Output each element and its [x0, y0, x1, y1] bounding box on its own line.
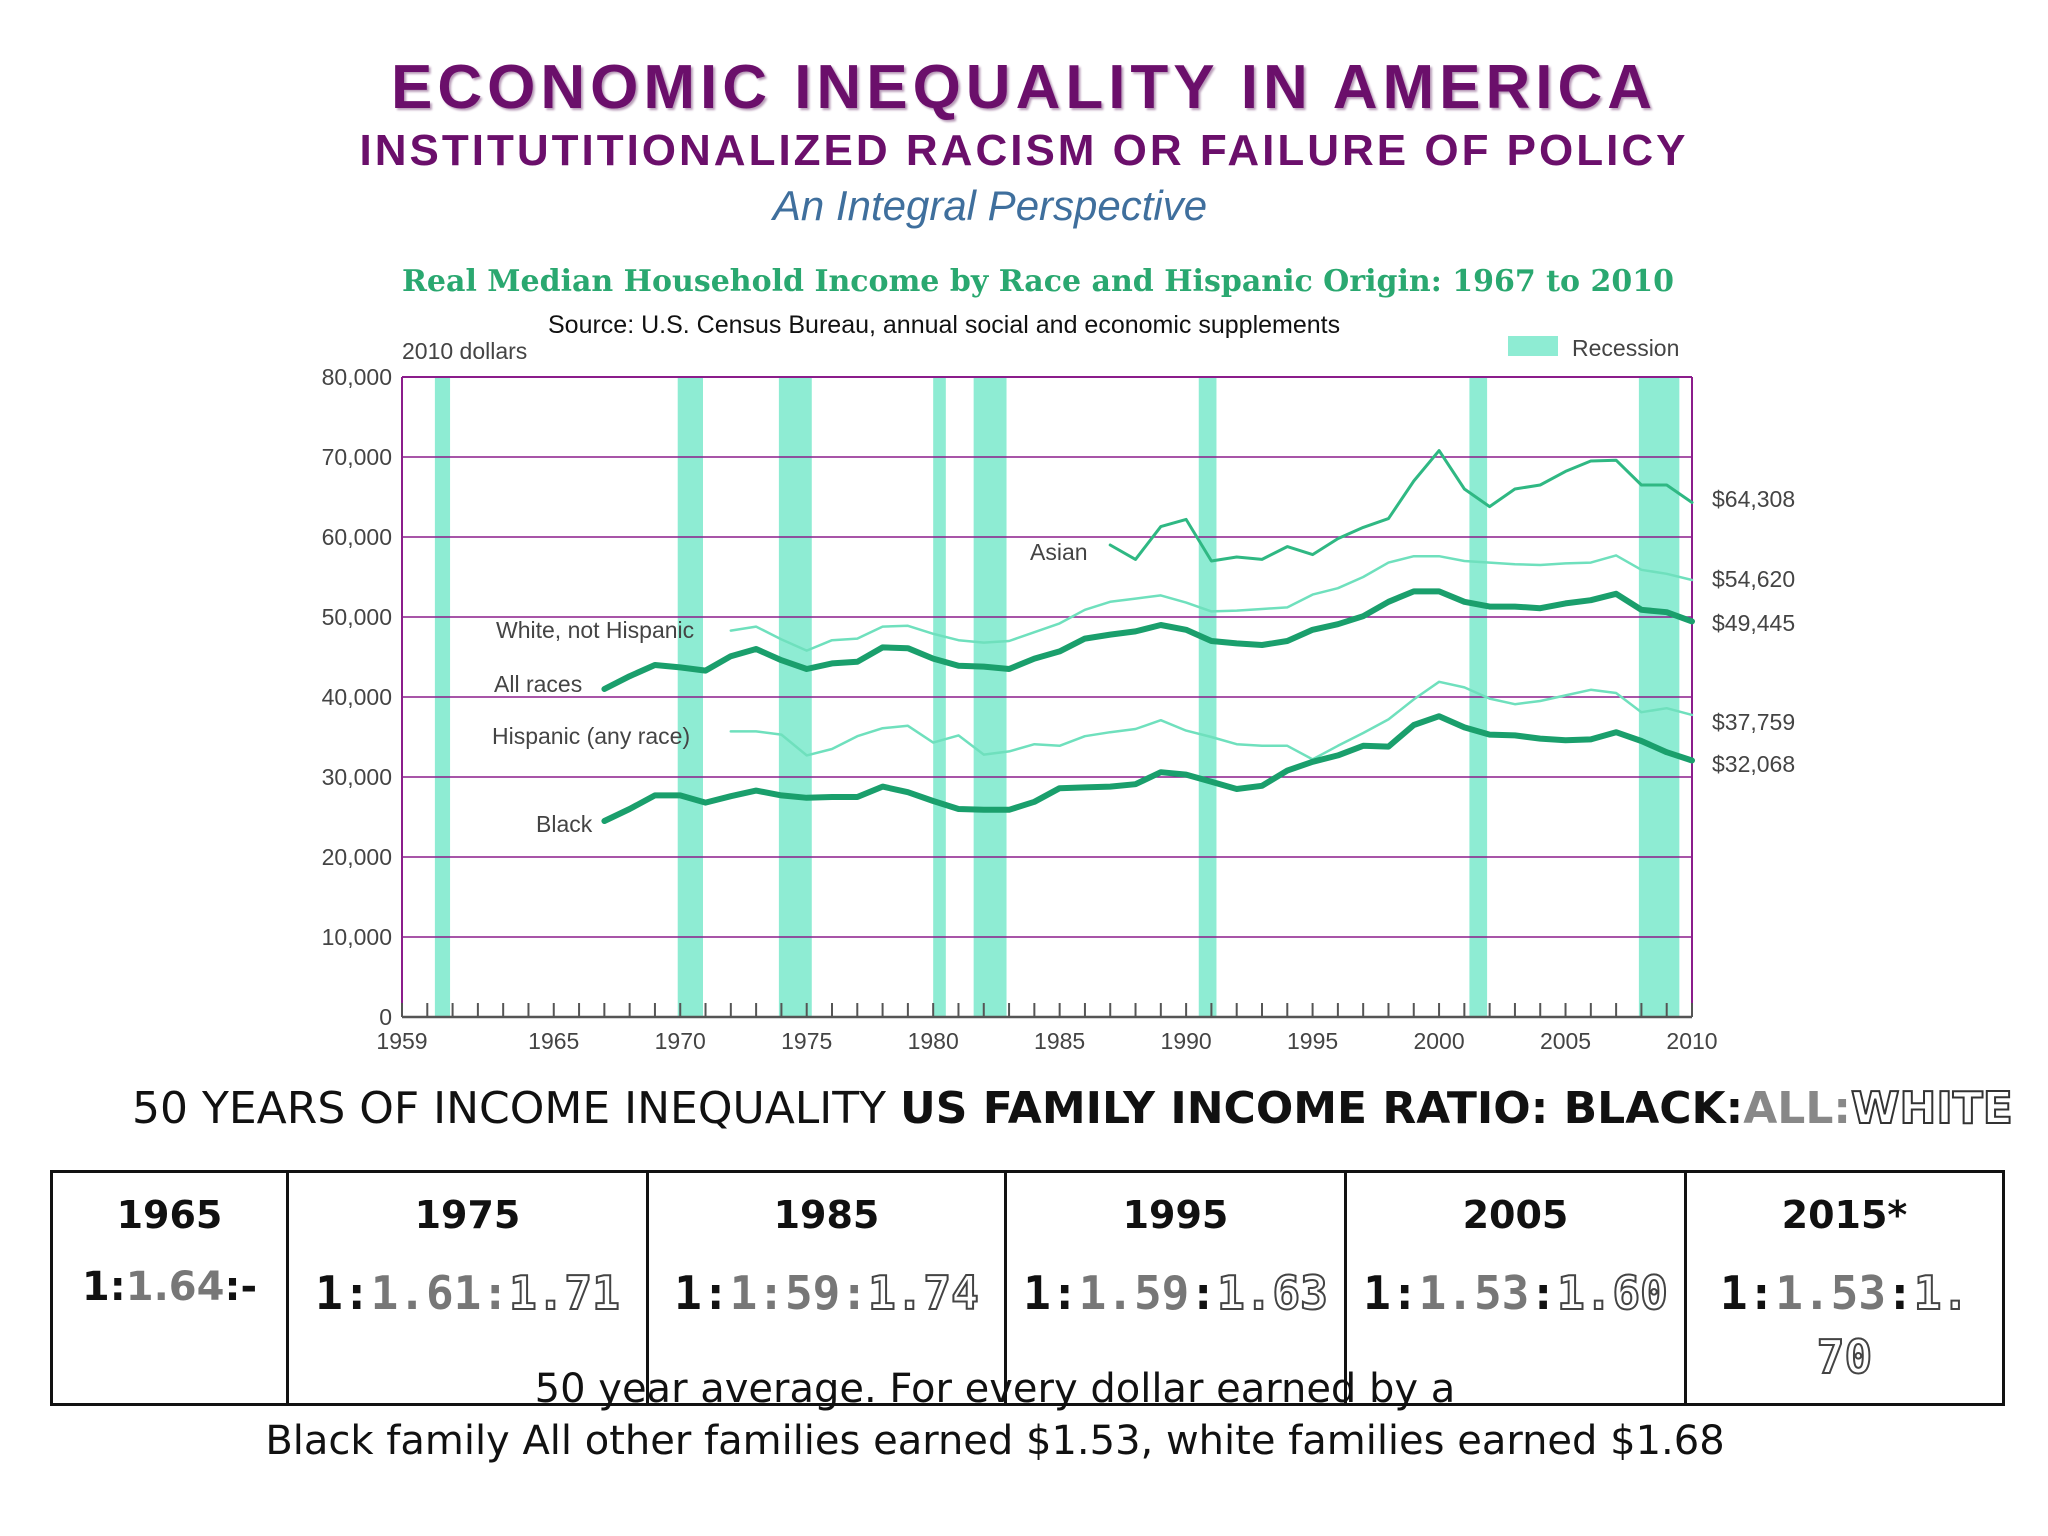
- y-tick-label: 10,000: [322, 924, 392, 950]
- income-chart: 0 10,000 20,000 30,000 40,000 50,000 60,000 70,…: [322, 264, 1796, 1054]
- ratio-heading: 50 YEARS OF INCOME INEQUALITY US FAMILY …: [132, 1082, 2014, 1135]
- ratio-year: 1975: [414, 1193, 521, 1237]
- ratio-white: 1.70: [1816, 1265, 1970, 1385]
- x-tick-label: 2010: [1666, 1028, 1717, 1054]
- series-line-white-not-hispanic: [729, 554, 1694, 652]
- y-tick-label: 80,000: [322, 364, 392, 390]
- ratio-value: 1:1.64:-: [53, 1255, 286, 1319]
- y-axis-unit-label: 2010 dollars: [402, 338, 527, 364]
- ratio-all: 1.53: [1418, 1266, 1530, 1320]
- x-tick-label: 1985: [1034, 1028, 1085, 1054]
- y-tick-label: 60,000: [322, 524, 392, 550]
- ratio-heading-white: WHITE: [1850, 1082, 2014, 1135]
- ratio-black: 1:: [674, 1266, 730, 1320]
- ratio-black: 1:: [81, 1264, 126, 1310]
- average-note-line-1: 50 year average. For every dollar earned…: [534, 1366, 1456, 1412]
- series-end-value-label: $54,620: [1712, 566, 1795, 592]
- x-tick-label: 2005: [1540, 1028, 1591, 1054]
- ratio-year: 1995: [1122, 1193, 1229, 1237]
- y-tick-label: 70,000: [322, 444, 392, 470]
- ratio-value: 1:1:59:1.74: [649, 1261, 1004, 1325]
- x-tick-label: 1975: [781, 1028, 832, 1054]
- ratio-year: 1985: [773, 1193, 880, 1237]
- ratio-row: 1965 1:1.64:- 1975 1:1.61:1.71 1985 1:1:59:…: [50, 1170, 2005, 1406]
- x-tick-label: 1959: [376, 1028, 427, 1054]
- recession-legend-swatch: [1508, 336, 1558, 356]
- ratio-sep: :: [840, 1266, 869, 1320]
- ratio-year: 2005: [1462, 1193, 1569, 1237]
- series-line-asian: [1108, 449, 1694, 563]
- ratio-all: 1:59: [729, 1266, 841, 1320]
- ratio-value: 1:1.59:1.63: [1007, 1261, 1344, 1325]
- x-tick-label: 1980: [908, 1028, 959, 1054]
- y-tick-label: 30,000: [322, 764, 392, 790]
- ratio-sep: :: [1886, 1266, 1914, 1320]
- x-tick-label: 2000: [1413, 1028, 1464, 1054]
- ratio-white: 1.71: [508, 1265, 621, 1321]
- page-title: ECONOMIC INEQUALITY IN AMERICA: [390, 53, 1658, 122]
- x-tick-label: 1995: [1287, 1028, 1338, 1054]
- y-tick-label: 20,000: [322, 844, 392, 870]
- ratio-all: 1.61: [370, 1266, 482, 1320]
- ratio-black: 1:: [315, 1266, 371, 1320]
- ratio-sep: :: [1529, 1266, 1558, 1320]
- series-name-label: Asian: [1030, 539, 1088, 565]
- ratio-cell-2005: 2005 1:1.53:1.60: [1344, 1170, 1687, 1406]
- y-tick-label: 0: [379, 1004, 392, 1030]
- series-name-label: White, not Hispanic: [496, 617, 694, 643]
- ratio-cell-1985: 1985 1:1:59:1.74: [646, 1170, 1007, 1406]
- ratio-value: 1:1.53:1.70: [1687, 1261, 2002, 1389]
- ratio-white: 1.60: [1556, 1265, 1669, 1321]
- ratio-cell-1965: 1965 1:1.64:-: [50, 1170, 289, 1406]
- series-line-black: [601, 713, 1695, 824]
- ratio-white: 1.74: [867, 1265, 980, 1321]
- ratio-sep: :: [481, 1266, 510, 1320]
- average-note-line-2: Black family All other families earned $…: [265, 1418, 1725, 1464]
- ratio-white: 1.63: [1216, 1265, 1329, 1321]
- series-name-label: All races: [494, 671, 582, 697]
- ratio-value: 1:1.61:1.71: [289, 1261, 646, 1325]
- series-end-value-label: $64,308: [1712, 486, 1795, 512]
- series-name-label: Black: [536, 811, 593, 837]
- ratio-cell-1995: 1995 1:1.59:1.63: [1004, 1170, 1347, 1406]
- ratio-cell-2015: 2015* 1:1.53:1.70: [1684, 1170, 2005, 1406]
- chart-title: Real Median Household Income by Race and…: [402, 264, 1674, 299]
- series-end-value-label: $32,068: [1712, 751, 1795, 777]
- ratio-sep: :: [224, 1264, 241, 1310]
- x-tick-label: 1990: [1161, 1028, 1212, 1054]
- ratio-all: 1.59: [1078, 1266, 1190, 1320]
- ratio-year: 2015*: [1781, 1193, 1908, 1237]
- ratio-black: 1:: [1023, 1266, 1079, 1320]
- chart-source: Source: U.S. Census Bureau, annual socia…: [548, 311, 1340, 339]
- ratio-heading-bold: US FAMILY INCOME RATIO: BLACK:: [900, 1083, 1744, 1134]
- x-tick-label: 1965: [528, 1028, 579, 1054]
- ratio-black: 1:: [1363, 1266, 1419, 1320]
- ratio-sep: :: [1189, 1266, 1218, 1320]
- perspective-tagline: An Integral Perspective: [772, 182, 1208, 229]
- income-ratio-table: 1965 1:1.64:- 1975 1:1.61:1.71 1985 1:1:59:…: [50, 1170, 2005, 1406]
- y-tick-label: 50,000: [322, 604, 392, 630]
- ratio-value: 1:1.53:1.60: [1347, 1261, 1684, 1325]
- ratio-heading-all: ALL:: [1743, 1083, 1851, 1134]
- ratio-year: 1965: [116, 1193, 223, 1237]
- series-end-value-label: $37,759: [1712, 709, 1795, 735]
- x-tick-label: 1970: [655, 1028, 706, 1054]
- ratio-white: -: [240, 1264, 258, 1310]
- series-line-hispanic-any-race: [729, 680, 1694, 761]
- series-name-label: Hispanic (any race): [492, 723, 690, 749]
- ratio-black: 1:: [1719, 1266, 1776, 1320]
- recession-legend-label: Recession: [1572, 335, 1679, 361]
- y-tick-label: 40,000: [322, 684, 392, 710]
- ratio-heading-prefix: 50 YEARS OF INCOME INEQUALITY: [132, 1083, 901, 1134]
- series-end-value-label: $49,445: [1712, 610, 1795, 636]
- ratio-all: 1.53: [1775, 1266, 1887, 1320]
- ratio-cell-1975: 1975 1:1.61:1.71: [286, 1170, 649, 1406]
- ratio-all: 1.64: [125, 1264, 225, 1310]
- series-line-all-races: [601, 588, 1695, 692]
- page-subtitle: INSTITUTITIONALIZED RACISM OR FAILURE OF…: [359, 126, 1689, 175]
